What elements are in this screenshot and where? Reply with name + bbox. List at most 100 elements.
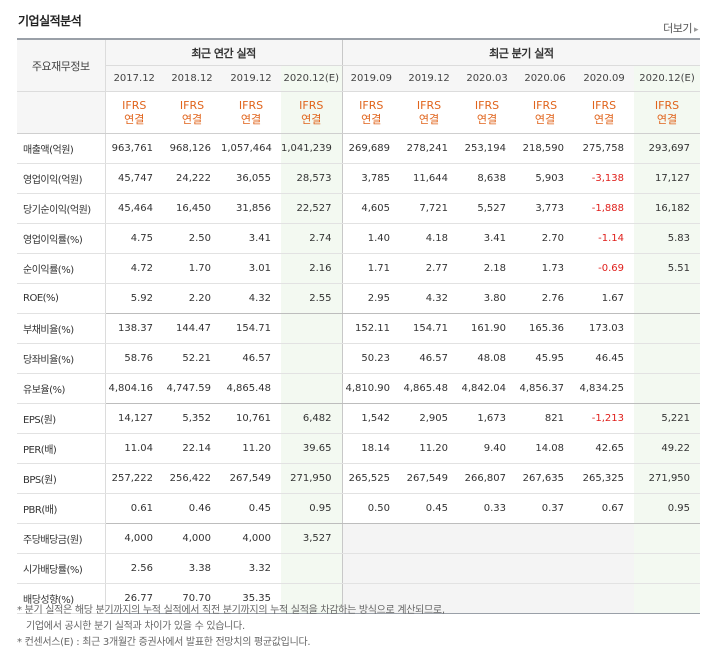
table-cell: 4,842.04 (458, 373, 517, 404)
table-cell: 218,590 (516, 133, 575, 164)
table-cell: 3,527 (281, 523, 343, 554)
row-label: 당좌비율(%) (17, 343, 106, 374)
row-label: 시가배당률(%) (17, 553, 106, 584)
table-cell: 0.50 (341, 493, 401, 524)
table-cell: 1,673 (458, 403, 517, 434)
table-cell: 4.32 (400, 283, 459, 314)
table-cell: 5.92 (105, 283, 163, 314)
corner-header: 주요재무정보 (17, 39, 106, 92)
table-cell (516, 583, 575, 614)
table-row: 매출액(억원) 963,761 968,126 1,057,464 1,041,239 2… (17, 133, 701, 164)
table-row: 당좌비율(%) 58.76 52.21 46.57 50.23 46.57 48.08 45.… (17, 343, 701, 374)
table-cell: 4.32 (221, 283, 281, 314)
table-cell (516, 523, 575, 554)
chevron-right-icon: ▸ (693, 25, 699, 35)
period-header: 2020.09 (574, 65, 635, 92)
table-row: 시가배당률(%) 2.56 3.38 3.32 (17, 553, 701, 584)
table-cell: 26.77 (105, 583, 163, 614)
table-cell (458, 523, 517, 554)
table-cell: 4,000 (163, 523, 221, 554)
table-cell: 0.46 (163, 493, 221, 524)
table-row: 주당배당금(원) 4,000 4,000 4,000 3,527 (17, 523, 701, 554)
table-cell: 257,222 (105, 463, 163, 494)
table-cell: 154.71 (400, 313, 459, 344)
table-cell (400, 553, 459, 584)
table-cell: 1.73 (516, 253, 575, 284)
table-cell: 0.61 (105, 493, 163, 524)
more-link[interactable]: 더보기 ▸ (663, 20, 698, 36)
table-cell: 2.70 (516, 223, 575, 254)
table-cell: 2.56 (105, 553, 163, 584)
table-cell: 9.40 (458, 433, 517, 464)
table-cell: 0.67 (574, 493, 635, 524)
table-cell (516, 553, 575, 584)
table-cell: 22,527 (281, 193, 343, 224)
table-cell: 11.04 (105, 433, 163, 464)
footnote-1-cont: 기업에서 공시한 분기 실적과 차이가 있을 수 있습니다. (26, 621, 245, 632)
table-cell (400, 523, 459, 554)
table-cell: 2.95 (341, 283, 401, 314)
table-cell: 275,758 (574, 133, 635, 164)
table-row: 유보율(%) 4,804.16 4,747.59 4,865.48 4,810.90 4,… (17, 373, 701, 404)
basis-consolidated: 연결 (240, 112, 262, 126)
footnote-1: * 분기 실적은 해당 분기까지의 누적 실적에서 직전 분기까지의 누적 실적… (17, 605, 445, 616)
table-cell: 36,055 (221, 163, 281, 194)
table-cell: 1,057,464 (221, 133, 281, 164)
table-cell: 28,573 (281, 163, 343, 194)
period-header: 2017.12 (105, 65, 163, 92)
table-cell: 3.41 (221, 223, 281, 254)
table-cell: -1,888 (574, 193, 635, 224)
table-cell: 6,482 (281, 403, 343, 434)
table-cell: 10,761 (221, 403, 281, 434)
table-cell: 4,810.90 (341, 373, 401, 404)
table-cell: 16,450 (163, 193, 221, 224)
table-cell: 253,194 (458, 133, 517, 164)
table-cell: 49.22 (634, 433, 701, 464)
table-cell: 46.45 (574, 343, 635, 374)
table-cell: 18.14 (341, 433, 401, 464)
table-cell: 4,856.37 (516, 373, 575, 404)
basis-ifrs: IFRS (238, 98, 264, 112)
table-cell: 58.76 (105, 343, 163, 374)
financial-table: 주요재무정보 최근 연간 실적 최근 분기 실적 2017.12 2018.12 2… (17, 38, 701, 614)
table-cell: 4.72 (105, 253, 163, 284)
table-cell: 0.45 (400, 493, 459, 524)
period-header: 2019.09 (341, 65, 401, 92)
table-cell: 3,785 (341, 163, 401, 194)
row-label: 유보율(%) (17, 373, 106, 404)
basis-header: IFRS 연결 (634, 91, 701, 134)
table-row: PER(배) 11.04 22.14 11.20 39.65 18.14 11.20 9.40… (17, 433, 701, 464)
table-cell: 5.83 (634, 223, 701, 254)
table-row: 영업이익(억원) 45,747 24,222 36,055 28,573 3,785 11,… (17, 163, 701, 194)
table-cell: 52.21 (163, 343, 221, 374)
table-cell: 2.76 (516, 283, 575, 314)
table-cell: 968,126 (163, 133, 221, 164)
table-row: 영업이익률(%) 4.75 2.50 3.41 2.74 1.40 4.18 3.41 2.70… (17, 223, 701, 254)
footnotes: * 분기 실적은 해당 분기까지의 누적 실적에서 직전 분기까지의 누적 실적… (17, 603, 445, 651)
row-label: 주당배당금(원) (17, 523, 106, 554)
table-cell: 45,747 (105, 163, 163, 194)
table-cell: -3,138 (574, 163, 635, 194)
table-cell: 173.03 (574, 313, 635, 344)
table-cell (634, 583, 701, 614)
table-cell: 48.08 (458, 343, 517, 374)
table-cell: 0.37 (516, 493, 575, 524)
table-cell: 2.74 (281, 223, 343, 254)
table-cell: 4,865.48 (221, 373, 281, 404)
period-header: 2020.12(E) (634, 65, 701, 92)
basis-header: IFRS 연결 (400, 91, 459, 134)
basis-header-row: IFRS 연결 IFRS 연결 IFRS 연결 IFRS 연결 IFRS 연결 IFRS 연결 IFRS… (17, 91, 701, 134)
basis-consolidated: 연결 (476, 112, 498, 126)
table-cell: 2,905 (400, 403, 459, 434)
table-cell: 4,605 (341, 193, 401, 224)
table-cell: 267,635 (516, 463, 575, 494)
basis-ifrs: IFRS (299, 98, 324, 112)
row-label: 영업이익(억원) (17, 163, 106, 194)
table-cell (341, 523, 401, 554)
basis-consolidated: 연결 (301, 112, 322, 126)
basis-ifrs: IFRS (416, 98, 442, 112)
period-header: 2018.12 (163, 65, 221, 92)
table-cell: 2.16 (281, 253, 343, 284)
table-cell: 265,525 (341, 463, 401, 494)
row-label: 순이익률(%) (17, 253, 106, 284)
